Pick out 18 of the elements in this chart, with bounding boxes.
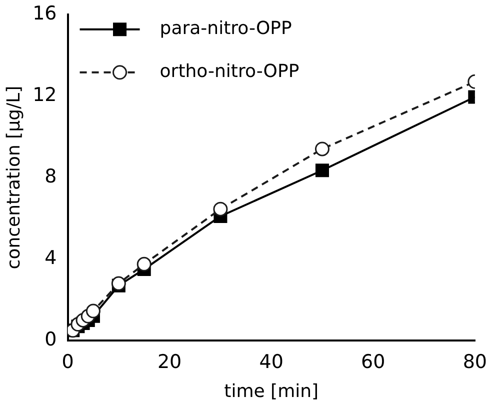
y-tick-label: 16 <box>32 2 57 24</box>
y-axis-title: concentration [µg/L] <box>3 86 24 270</box>
point <box>315 164 329 178</box>
x-tick-label: 20 <box>157 350 182 373</box>
legend-label: ortho-nitro-OPP <box>160 61 300 82</box>
point <box>86 304 100 318</box>
y-tick-label: 8 <box>44 165 57 188</box>
x-axis-title: time [min] <box>224 380 319 402</box>
x-tick-label: 40 <box>259 350 284 373</box>
y-tick-label: 4 <box>44 246 57 269</box>
legend-label: para-nitro-OPP <box>160 18 292 40</box>
point <box>213 202 228 216</box>
x-tick-label: 60 <box>361 350 386 373</box>
y-tick-label: 0 <box>44 328 57 351</box>
x-tick-label: 80 <box>462 350 488 373</box>
y-tick-label: 12 <box>32 84 57 106</box>
x-tick-label: 0 <box>62 350 74 373</box>
point <box>136 256 152 272</box>
